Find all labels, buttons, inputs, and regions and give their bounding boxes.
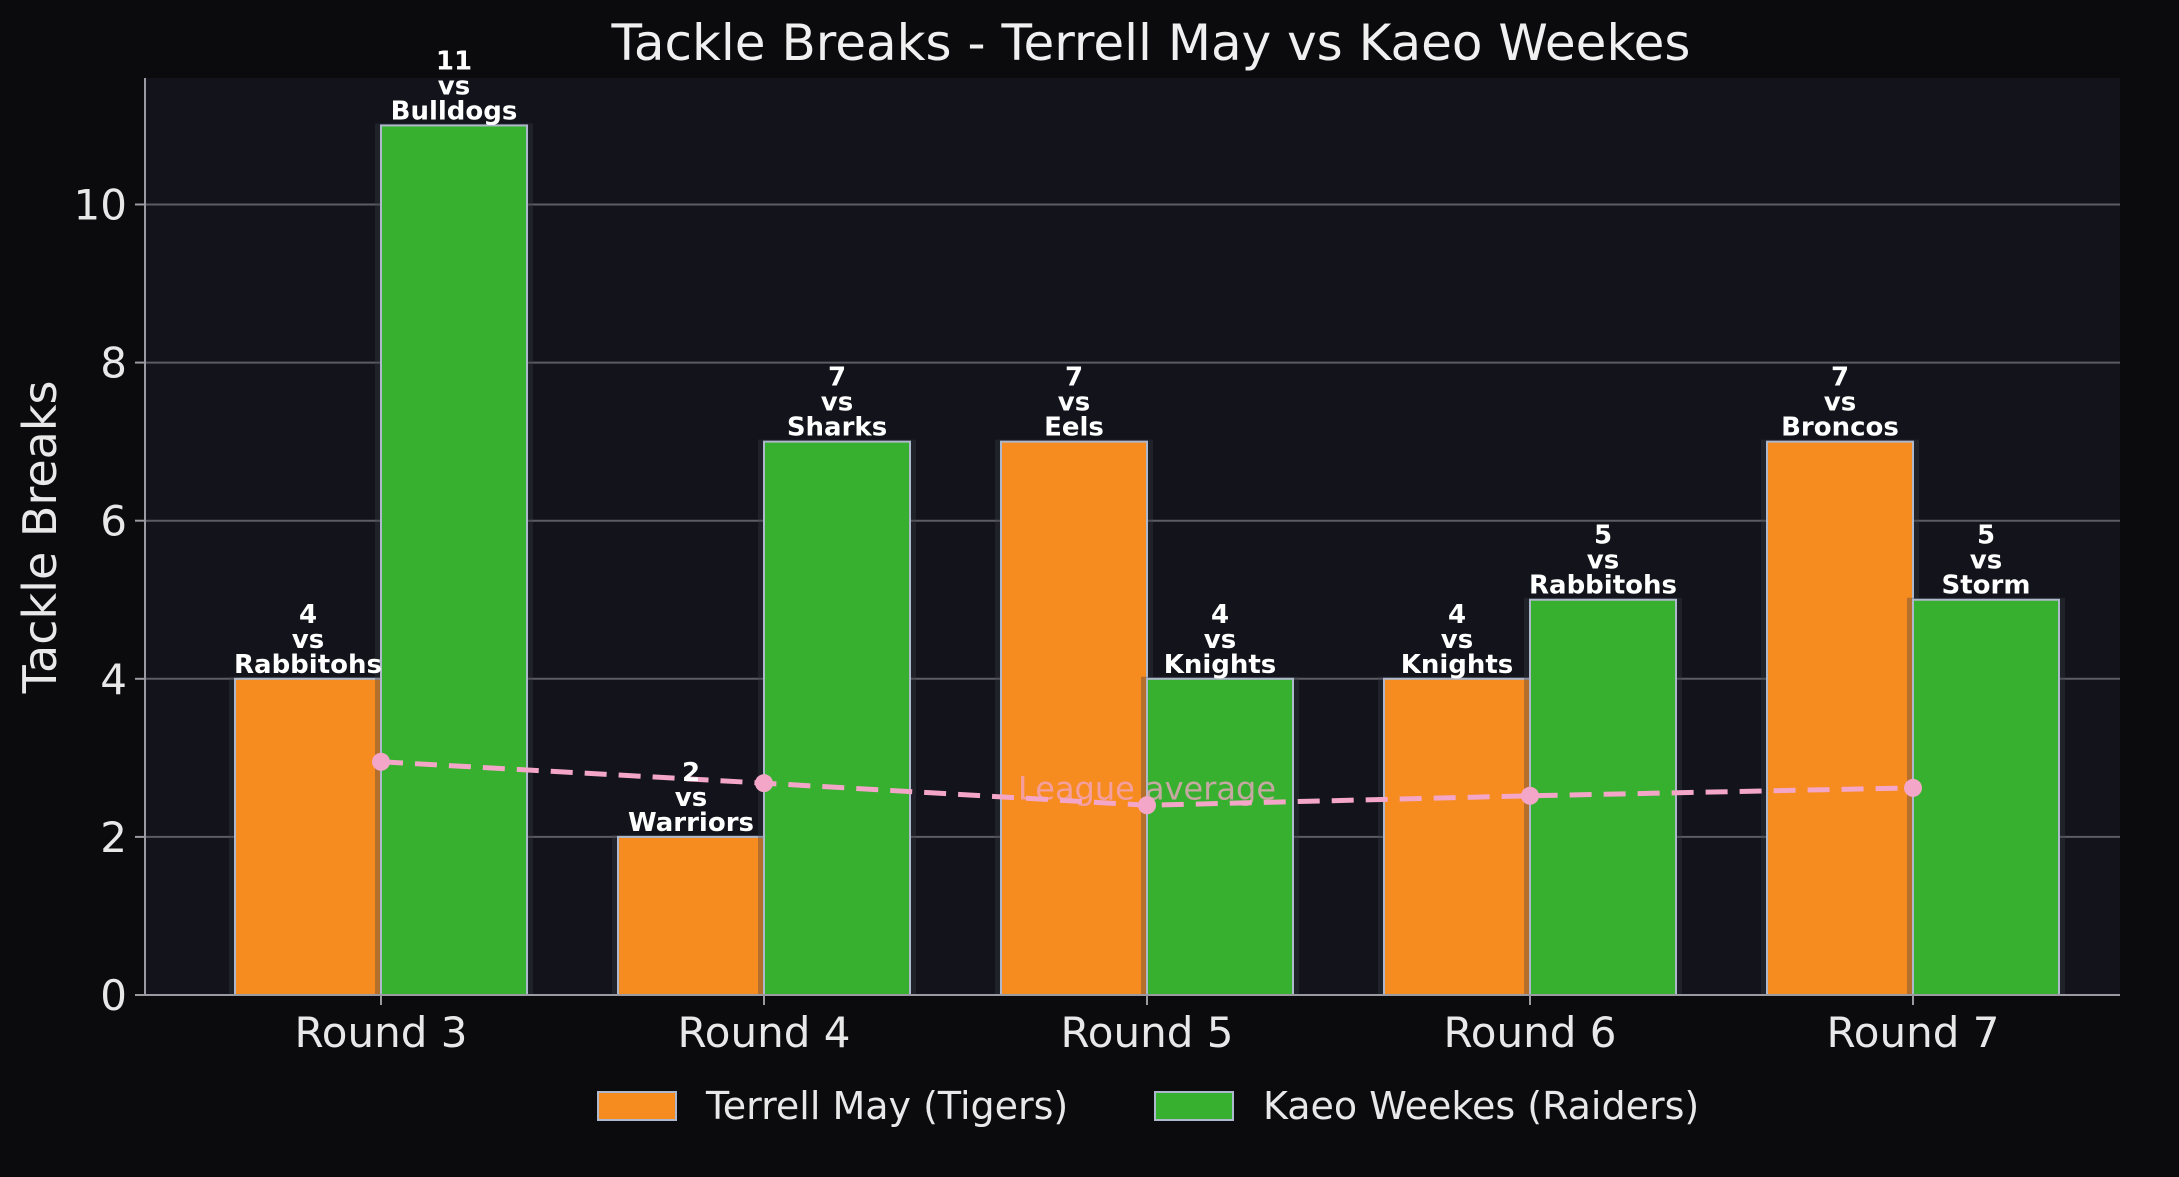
bar-value-label: 7: [828, 363, 846, 393]
y-tick-label: 2: [100, 813, 127, 862]
opponent-label: Knights: [1164, 650, 1277, 680]
vs-label: vs: [1441, 625, 1473, 655]
vs-label: vs: [821, 388, 853, 418]
vs-label: vs: [1058, 388, 1090, 418]
league-average-point: [372, 752, 390, 771]
legend-swatch: [597, 1091, 677, 1121]
legend-label: Kaeo Weekes (Raiders): [1263, 1084, 1699, 1128]
bar-value-label: 11: [436, 46, 472, 76]
league-average-point: [1138, 796, 1156, 815]
x-tick-label: Round 7: [1827, 1008, 2000, 1057]
opponent-label: Sharks: [787, 413, 887, 443]
bar-value-label: 7: [1831, 363, 1849, 393]
vs-label: vs: [438, 71, 470, 101]
legend-swatch: [1154, 1091, 1234, 1121]
vs-label: vs: [1587, 546, 1619, 576]
league-average-point: [1904, 778, 1922, 797]
bar-value-label: 4: [1211, 600, 1229, 630]
y-tick-label: 10: [74, 180, 127, 229]
league-average-point: [755, 774, 773, 793]
x-tick-label: Round 5: [1061, 1008, 1234, 1057]
opponent-label: Rabbitohs: [234, 650, 382, 680]
vs-label: vs: [1204, 625, 1236, 655]
y-tick-label: 0: [100, 971, 127, 1020]
bar-kaeo-weekes-round-5: [1146, 677, 1294, 996]
opponent-label: Broncos: [1781, 413, 1899, 443]
bar-value-label: 7: [1065, 363, 1083, 393]
bar-kaeo-weekes-round-3: [380, 124, 528, 997]
vs-label: vs: [1824, 388, 1856, 418]
opponent-label: Rabbitohs: [1529, 571, 1677, 601]
bar-value-label: 4: [1448, 600, 1466, 630]
x-tick-label: Round 3: [295, 1008, 468, 1057]
bar-kaeo-weekes-round-7: [1912, 598, 2060, 996]
legend-label: Terrell May (Tigers): [705, 1084, 1068, 1128]
opponent-label: Bulldogs: [391, 96, 518, 126]
y-tick-label: 6: [100, 497, 127, 546]
league-average-point: [1521, 786, 1539, 805]
x-tick-label: Round 4: [678, 1008, 851, 1057]
opponent-label: Warriors: [628, 808, 754, 838]
bar-value-label: 4: [299, 600, 317, 630]
bar-terrell-may-round-5: [1000, 440, 1148, 996]
x-tick-label: Round 6: [1444, 1008, 1617, 1057]
bar-terrell-may-round-3: [234, 677, 382, 996]
y-tick-label: 4: [100, 655, 127, 704]
bar-kaeo-weekes-round-4: [763, 440, 911, 996]
bar-value-label: 5: [1594, 521, 1612, 551]
legend: Terrell May (Tigers) Kaeo Weekes (Raiders…: [597, 1084, 1699, 1128]
bar-terrell-may-round-4: [617, 835, 765, 996]
vs-label: vs: [1970, 546, 2002, 576]
bar-terrell-may-round-6: [1383, 677, 1531, 996]
opponent-label: Knights: [1401, 650, 1514, 680]
y-axis-label: Tackle Breaks: [13, 381, 67, 695]
vs-label: vs: [675, 783, 707, 813]
bar-terrell-may-round-7: [1766, 440, 1914, 996]
chart-title: Tackle Breaks - Terrell May vs Kaeo Week…: [611, 14, 1691, 72]
bar-value-label: 2: [682, 758, 700, 788]
league-average-label: League average: [1018, 769, 1276, 807]
y-tick-label: 8: [100, 339, 127, 388]
opponent-label: Eels: [1044, 413, 1104, 443]
vs-label: vs: [292, 625, 324, 655]
bar-value-label: 5: [1977, 521, 1995, 551]
opponent-label: Storm: [1942, 571, 2031, 601]
